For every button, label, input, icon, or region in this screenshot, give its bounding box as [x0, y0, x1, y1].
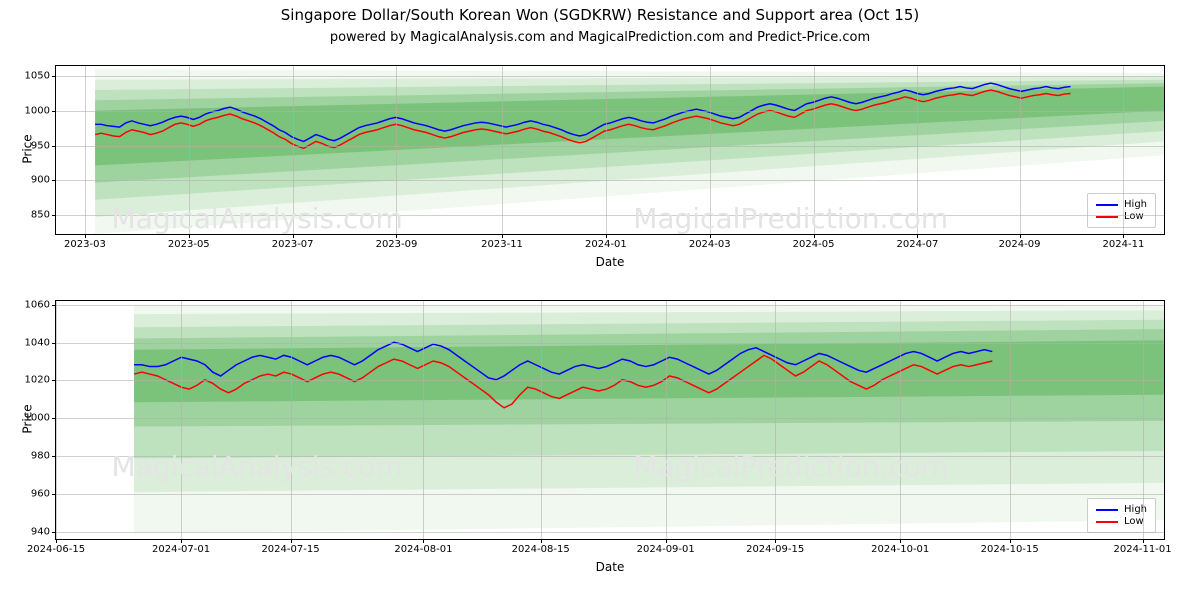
top-chart: High Low 850900950100010502023-032023-05… — [55, 65, 1165, 235]
gridline — [710, 66, 711, 234]
legend-swatch-low — [1096, 521, 1118, 523]
chart-subtitle: powered by MagicalAnalysis.com and Magic… — [0, 30, 1200, 45]
gridline — [814, 66, 815, 234]
gridline — [56, 180, 1164, 181]
gridline — [775, 301, 776, 539]
x-tick-label: 2023-11 — [481, 239, 523, 250]
y-tick-label: 1000 — [25, 106, 50, 117]
gridline — [85, 66, 86, 234]
x-tick-label: 2023-09 — [376, 239, 418, 250]
gridline — [56, 305, 1164, 306]
y-tick-label: 1060 — [25, 299, 50, 310]
legend-label-low: Low — [1124, 211, 1144, 222]
gridline — [293, 66, 294, 234]
y-tick-label: 1040 — [25, 337, 50, 348]
legend-item-high: High — [1096, 199, 1147, 210]
legend-swatch-high — [1096, 204, 1118, 206]
gridline — [56, 456, 1164, 457]
y-tick-label: 980 — [31, 450, 50, 461]
legend-label-high: High — [1124, 199, 1147, 210]
x-tick-label: 2024-09 — [999, 239, 1041, 250]
gridline — [56, 111, 1164, 112]
x-tick-label: 2024-08-15 — [512, 544, 570, 555]
gridline — [666, 301, 667, 539]
y-tick-label: 960 — [31, 488, 50, 499]
gridline — [917, 66, 918, 234]
gridline — [56, 215, 1164, 216]
x-tick-label: 2024-10-15 — [981, 544, 1039, 555]
y-tick-label: 850 — [31, 210, 50, 221]
y-tick-label: 1050 — [25, 71, 50, 82]
y-axis-label: Price — [21, 404, 35, 433]
legend-item-low: Low — [1096, 516, 1147, 527]
x-tick-label: 2024-07-01 — [152, 544, 210, 555]
x-tick-label: 2024-09-15 — [746, 544, 804, 555]
gridline — [1143, 301, 1144, 539]
gridline — [396, 66, 397, 234]
legend-swatch-high — [1096, 509, 1118, 511]
x-tick-label: 2024-09-01 — [637, 544, 695, 555]
gridline — [900, 301, 901, 539]
bottom-chart-canvas — [56, 301, 1164, 539]
legend-item-low: Low — [1096, 211, 1147, 222]
gridline — [1020, 66, 1021, 234]
gridline — [56, 532, 1164, 533]
y-tick-label: 940 — [31, 526, 50, 537]
gridline — [56, 301, 57, 539]
x-axis-label: Date — [55, 560, 1165, 574]
legend-label-low: Low — [1124, 516, 1144, 527]
x-tick-label: 2023-07 — [272, 239, 314, 250]
x-tick-label: 2024-10-01 — [871, 544, 929, 555]
legend: High Low — [1087, 193, 1156, 228]
gridline — [56, 146, 1164, 147]
x-tick-label: 2024-03 — [689, 239, 731, 250]
x-tick-label: 2024-07 — [897, 239, 939, 250]
x-tick-label: 2023-03 — [64, 239, 106, 250]
top-chart-canvas — [56, 66, 1164, 234]
y-tick-label: 1020 — [25, 375, 50, 386]
gridline — [541, 301, 542, 539]
x-tick-label: 2024-08-01 — [394, 544, 452, 555]
x-tick-label: 2024-11-01 — [1113, 544, 1171, 555]
gridline — [1010, 301, 1011, 539]
x-tick-label: 2024-11 — [1103, 239, 1145, 250]
gridline — [502, 66, 503, 234]
bottom-chart: High Low 94096098010001020104010602024-0… — [55, 300, 1165, 540]
gridline — [291, 301, 292, 539]
gridline — [56, 418, 1164, 419]
gridline — [56, 76, 1164, 77]
gridline — [56, 380, 1164, 381]
chart-title: Singapore Dollar/South Korean Won (SGDKR… — [0, 6, 1200, 24]
gridline — [56, 494, 1164, 495]
gridline — [189, 66, 190, 234]
x-tick-label: 2024-06-15 — [27, 544, 85, 555]
legend-label-high: High — [1124, 504, 1147, 515]
legend: High Low — [1087, 498, 1156, 533]
gridline — [606, 66, 607, 234]
figure: Singapore Dollar/South Korean Won (SGDKR… — [0, 0, 1200, 600]
x-tick-label: 2024-07-15 — [261, 544, 319, 555]
x-tick-label: 2024-01 — [585, 239, 627, 250]
x-tick-label: 2024-05 — [793, 239, 835, 250]
x-axis-label: Date — [55, 255, 1165, 269]
legend-item-high: High — [1096, 504, 1147, 515]
y-tick-label: 900 — [31, 175, 50, 186]
gridline — [56, 343, 1164, 344]
gridline — [181, 301, 182, 539]
y-axis-label: Price — [21, 134, 35, 163]
gridline — [423, 301, 424, 539]
gridline — [1123, 66, 1124, 234]
x-tick-label: 2023-05 — [168, 239, 210, 250]
